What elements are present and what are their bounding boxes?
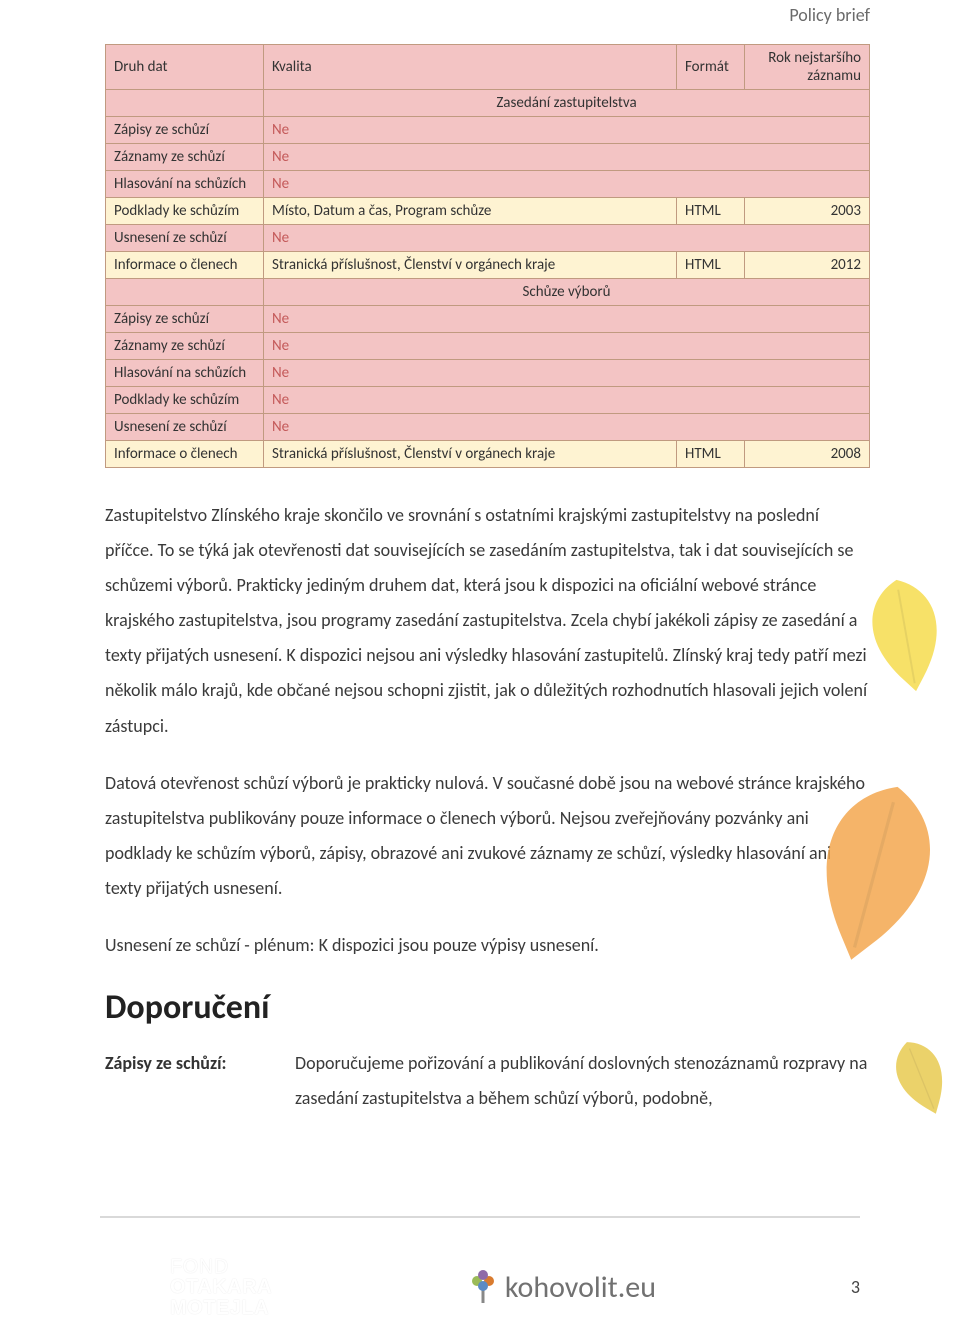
table-cell: Záznamy ze schůzí	[106, 144, 264, 171]
fond-otakara-motejla-logo: FOND OTAKARA MOTEJLA	[170, 1257, 272, 1318]
recommendation-label: Zápisy ze schůzí:	[105, 1046, 295, 1116]
table-cell: Ne	[264, 144, 870, 171]
recommendation-heading: Doporučení	[105, 987, 870, 1028]
table-cell: Ne	[264, 414, 870, 441]
table-row: Zápisy ze schůzíNe	[106, 117, 870, 144]
table-row: Informace o členechStranická příslušnost…	[106, 252, 870, 279]
table-cell: Usnesení ze schůzí	[106, 414, 264, 441]
fom-line2: OTAKARA	[170, 1277, 272, 1297]
table-row: Hlasování na schůzíchNe	[106, 171, 870, 198]
decorative-leaf-icon	[846, 566, 960, 702]
table-cell: Informace o členech	[106, 441, 264, 468]
table-row: Usnesení ze schůzíNe	[106, 225, 870, 252]
table-cell: Podklady ke schůzím	[106, 387, 264, 414]
table-cell: Formát	[677, 45, 745, 90]
table-cell: Stranická příslušnost, Členství v orgáne…	[264, 441, 677, 468]
table-row: Záznamy ze schůzíNe	[106, 333, 870, 360]
recommendation-text: Doporučujeme pořizování a publikování do…	[295, 1046, 870, 1116]
table-cell: 2008	[745, 441, 870, 468]
table-cell	[106, 279, 264, 306]
table-cell: Ne	[264, 360, 870, 387]
table-row: Podklady ke schůzímMísto, Datum a čas, P…	[106, 198, 870, 225]
table-row: Podklady ke schůzímNe	[106, 387, 870, 414]
table-row: Usnesení ze schůzíNe	[106, 414, 870, 441]
table-cell: Druh dat	[106, 45, 264, 90]
table-cell: Rok nejstaršího záznamu	[745, 45, 870, 90]
table-cell: Ne	[264, 117, 870, 144]
table-cell: Záznamy ze schůzí	[106, 333, 264, 360]
table-cell: Místo, Datum a čas, Program schůze	[264, 198, 677, 225]
table-cell	[106, 90, 264, 117]
table-row: Zápisy ze schůzíNe	[106, 306, 870, 333]
kohovolit-tree-icon	[467, 1269, 499, 1305]
table-cell: Schůze výborů	[264, 279, 870, 306]
policy-brief-label: Policy brief	[105, 0, 870, 26]
table-cell: Ne	[264, 225, 870, 252]
table-cell: Zápisy ze schůzí	[106, 306, 264, 333]
table-cell: Hlasování na schůzích	[106, 171, 264, 198]
paragraph-1: Zastupitelstvo Zlínského kraje skončilo …	[105, 498, 870, 744]
kohovolit-logo: kohovolit.eu	[467, 1269, 656, 1306]
recommendation-row: Zápisy ze schůzí: Doporučujeme pořizován…	[105, 1046, 870, 1116]
paragraph-3: Usnesení ze schůzí - plénum: K dispozici…	[105, 928, 870, 963]
table-cell: 2012	[745, 252, 870, 279]
table-cell: 2003	[745, 198, 870, 225]
table-row: Záznamy ze schůzíNe	[106, 144, 870, 171]
table-cell: HTML	[677, 198, 745, 225]
table-cell: Ne	[264, 171, 870, 198]
page-number: 3	[851, 1276, 860, 1298]
kohovolit-text: kohovolit.eu	[505, 1269, 656, 1306]
fom-line1: FOND	[170, 1256, 229, 1278]
data-availability-table: Druh datKvalitaFormátRok nejstaršího záz…	[105, 44, 870, 468]
table-cell: Podklady ke schůzím	[106, 198, 264, 225]
table-cell: Zápisy ze schůzí	[106, 117, 264, 144]
table-cell: Informace o členech	[106, 252, 264, 279]
table-cell: HTML	[677, 441, 745, 468]
table-cell: Zasedání zastupitelstva	[264, 90, 870, 117]
footer: FOND OTAKARA MOTEJLA kohovolit.eu 3	[0, 1216, 960, 1336]
table-cell: Ne	[264, 306, 870, 333]
table-row: Informace o členechStranická příslušnost…	[106, 441, 870, 468]
fom-line3: MOTEJLA	[170, 1298, 272, 1318]
table-row: Hlasování na schůzíchNe	[106, 360, 870, 387]
table-cell: Ne	[264, 387, 870, 414]
table-cell: Usnesení ze schůzí	[106, 225, 264, 252]
table-cell: Hlasování na schůzích	[106, 360, 264, 387]
table-cell: Ne	[264, 333, 870, 360]
table-cell: HTML	[677, 252, 745, 279]
table-cell: Stranická příslušnost, Členství v orgáne…	[264, 252, 677, 279]
table-cell: Kvalita	[264, 45, 677, 90]
paragraph-2: Datová otevřenost schůzí výborů je prakt…	[105, 766, 870, 906]
